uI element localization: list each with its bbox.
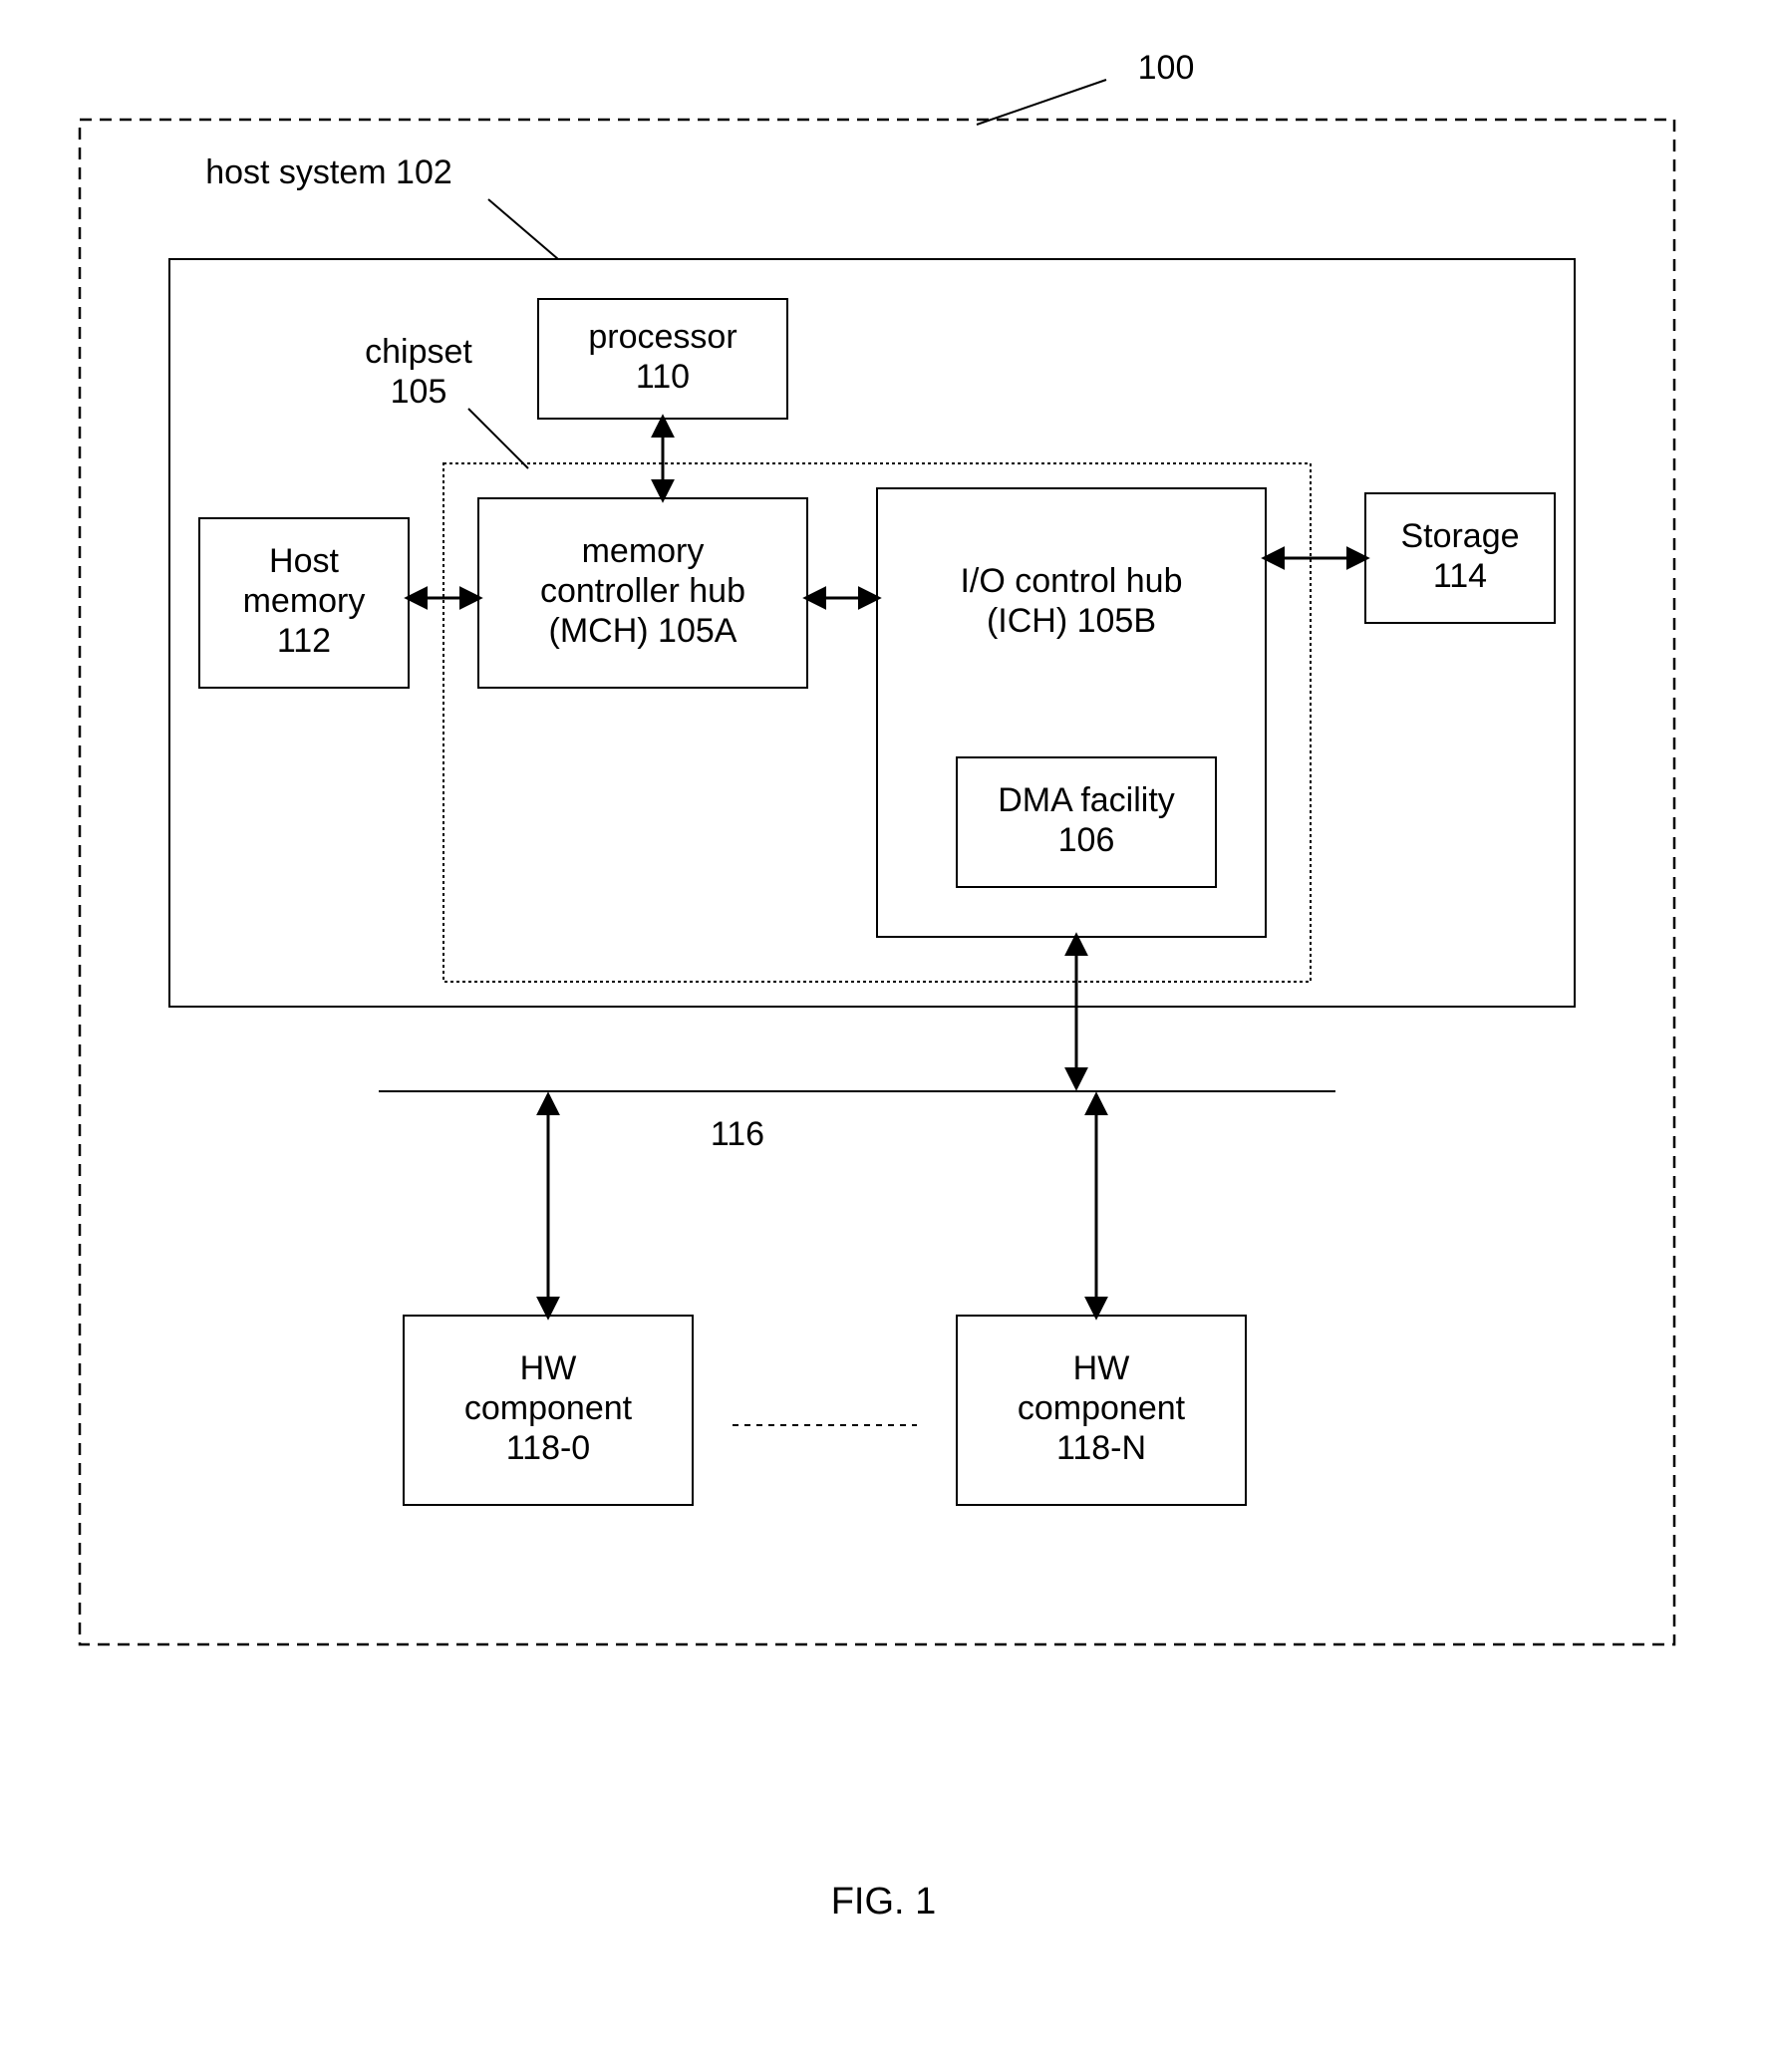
box-label: 114 (1433, 557, 1487, 595)
figure-label: FIG. 1 (831, 1881, 937, 1923)
box-label: Host (269, 542, 339, 580)
box-label: component (1018, 1389, 1186, 1427)
box-label: processor (588, 318, 736, 356)
ref-label-100: 100 (1138, 49, 1195, 87)
box-label: (MCH) 105A (549, 612, 737, 650)
box-label: 110 (636, 358, 690, 396)
box-label: Storage (1400, 517, 1519, 555)
box-label: controller hub (540, 572, 745, 610)
box-label: component (464, 1389, 633, 1427)
chipset-label: 105 (391, 373, 447, 411)
box-label: memory (243, 582, 366, 620)
host-system-label: host system 102 (205, 153, 452, 191)
box-label: 118-0 (506, 1429, 590, 1467)
box-label: 112 (277, 622, 331, 660)
box-label: (ICH) 105B (987, 602, 1156, 640)
box-label: 106 (1058, 821, 1115, 859)
box-label: 118-N (1056, 1429, 1146, 1467)
leader-line (977, 80, 1106, 125)
box-label: memory (582, 532, 705, 570)
box-label: I/O control hub (960, 562, 1182, 600)
box-label: DMA facility (998, 781, 1175, 819)
leader-line (488, 199, 558, 259)
box-label: HW (520, 1349, 577, 1387)
box-label: HW (1073, 1349, 1130, 1387)
bus-label: 116 (711, 1115, 764, 1153)
chipset-label: chipset (365, 333, 472, 371)
